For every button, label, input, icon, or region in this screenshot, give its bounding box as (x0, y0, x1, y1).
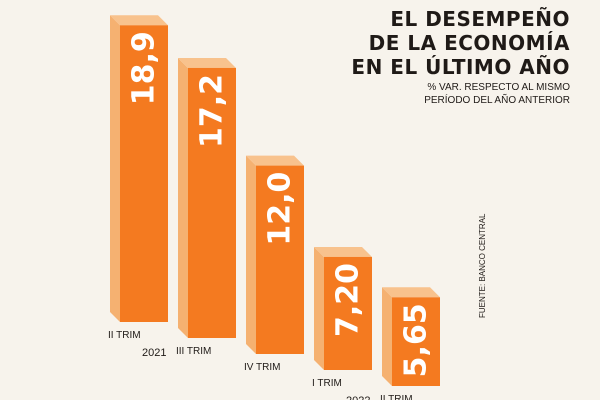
bar-1 (188, 67, 236, 339)
category-label-2: IV TRIM (244, 362, 280, 373)
bar-side-1 (178, 57, 188, 339)
value-label-2: 12,0 (263, 172, 298, 246)
year-label-1: 2022 (346, 395, 370, 400)
bar-top-4 (382, 287, 440, 298)
bar-side-4 (382, 287, 392, 386)
bar-top-2 (246, 155, 304, 166)
chart-title-line-2: DE LA ECONOMÍA (368, 31, 570, 55)
bar-side-3 (314, 246, 324, 370)
chart-subtitle-line-1: % VAR. RESPECTO AL MISMO (427, 82, 570, 93)
chart-title-line-1: EL DESEMPEÑO (390, 7, 570, 31)
chart-title-line-3: EN EL ÚLTIMO AÑO (351, 55, 570, 79)
bar-4 (392, 297, 440, 386)
value-label-3: 7,20 (331, 263, 366, 337)
bar-3 (324, 256, 372, 370)
category-label-4: II TRIM (380, 394, 413, 400)
bar-top-1 (178, 57, 236, 68)
category-label-1: III TRIM (176, 346, 211, 357)
value-label-4: 5,65 (399, 303, 434, 377)
bar-top-0 (110, 15, 168, 26)
bar-side-2 (246, 155, 256, 354)
category-label-3: I TRIM (312, 378, 342, 389)
category-label-0: II TRIM (108, 330, 141, 341)
value-label-0: 18,9 (127, 31, 162, 105)
bar-0 (120, 25, 168, 323)
source-note: FUENTE: BANCO CENTRAL (478, 213, 487, 318)
value-label-1: 17,2 (195, 74, 230, 148)
bar-2 (256, 165, 304, 354)
bar-side-0 (110, 15, 120, 323)
bar-top-3 (314, 246, 372, 257)
year-label-0: 2021 (142, 347, 166, 359)
chart-subtitle-line-2: PERÍODO DEL AÑO ANTERIOR (424, 95, 570, 106)
